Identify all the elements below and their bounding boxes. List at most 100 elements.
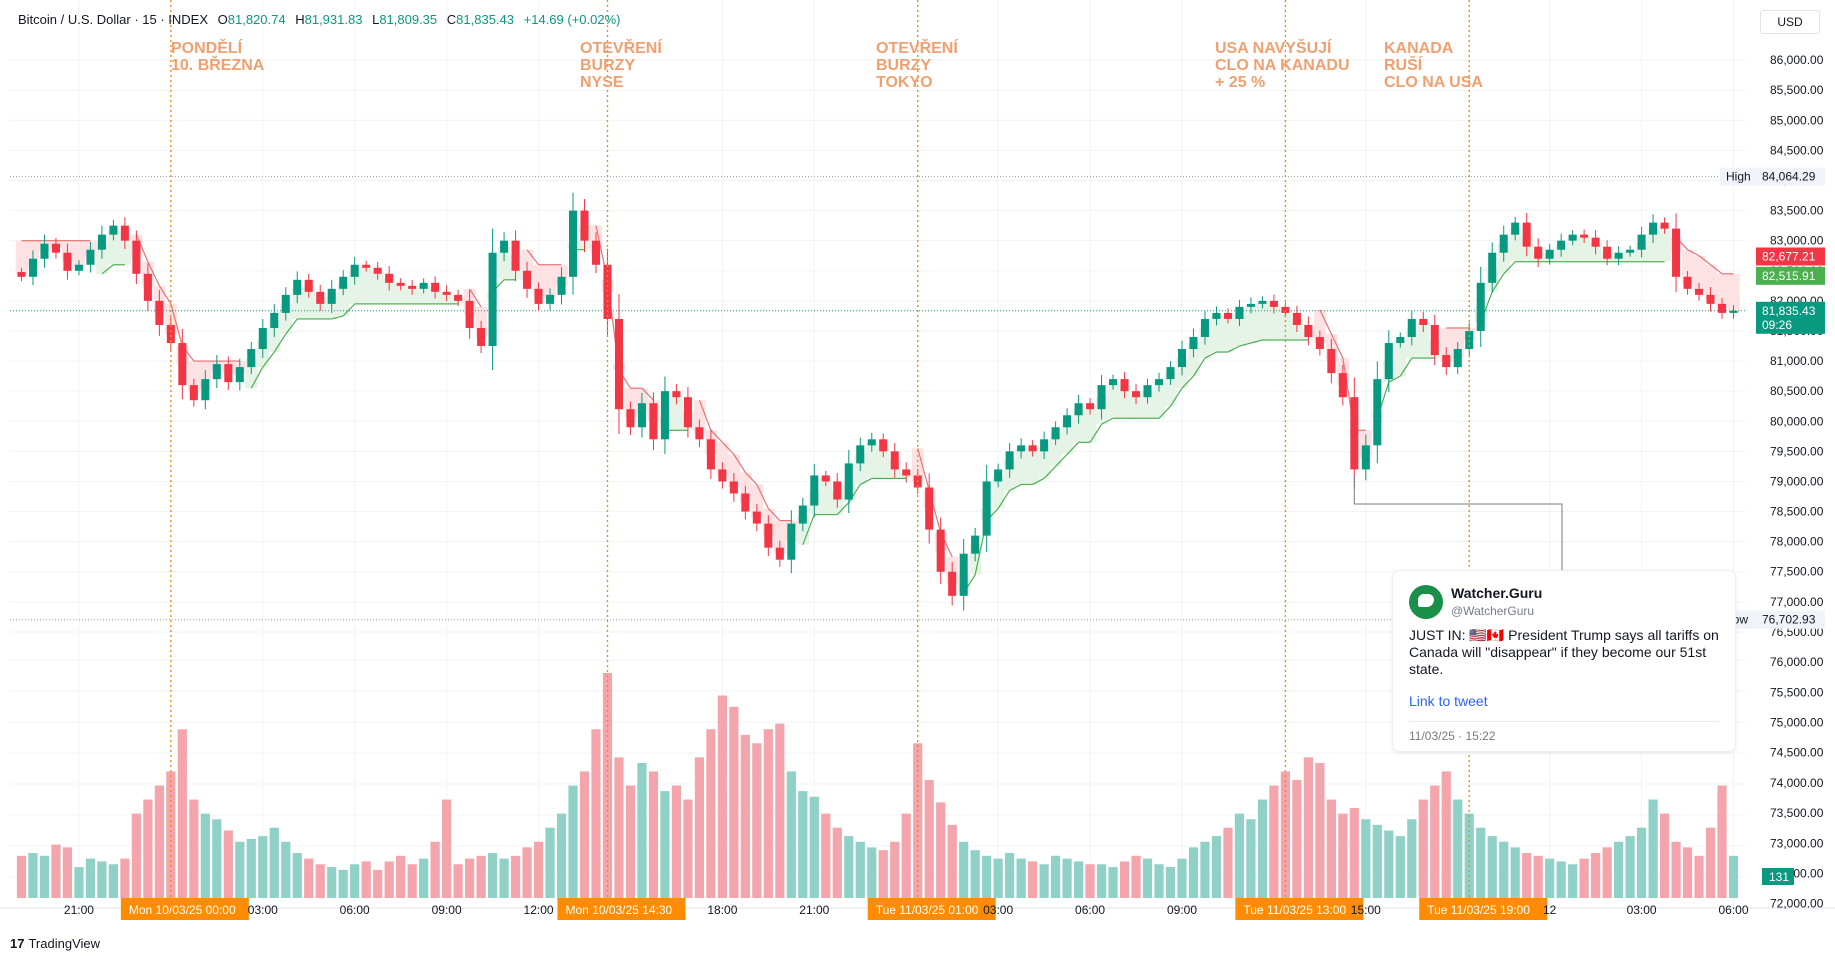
volume-bar xyxy=(568,785,578,898)
candle-body xyxy=(1028,445,1037,452)
candle-body xyxy=(867,439,876,446)
tweet-connector-line xyxy=(1353,475,1563,570)
stop-long-value-bg xyxy=(1756,266,1825,285)
candle-body xyxy=(568,210,578,277)
trail-stop-segment xyxy=(250,366,264,389)
volume-bar xyxy=(1591,853,1601,898)
trail-stop-segment xyxy=(1089,423,1103,443)
candle-body xyxy=(1074,403,1083,416)
trail-fill-segment xyxy=(1578,236,1591,262)
trail-fill-segment xyxy=(693,400,706,434)
trail-fill-segment xyxy=(1647,228,1660,262)
time-tick-label: 06:00 xyxy=(1075,903,1105,917)
volume-bar xyxy=(1487,836,1497,898)
trail-fill-segment xyxy=(1107,382,1120,419)
trail-stop-segment xyxy=(1169,387,1183,407)
price-tick-label: 86,000.00 xyxy=(1770,53,1824,67)
volume-bar xyxy=(1154,864,1164,898)
trail-fill-segment xyxy=(348,270,361,304)
volume-bar xyxy=(327,867,337,898)
volume-bar xyxy=(1361,819,1371,898)
candle-body xyxy=(1338,373,1347,398)
trail-stop-segment xyxy=(135,234,149,262)
trail-fill-segment xyxy=(1164,373,1177,407)
candle-body xyxy=(672,391,681,398)
volume-bar xyxy=(1108,867,1118,898)
volume-bar xyxy=(637,763,647,898)
candle-body xyxy=(1361,445,1370,470)
trail-stop-segment xyxy=(1710,264,1723,275)
candle-body xyxy=(201,379,210,401)
currency-button[interactable]: USD xyxy=(1760,10,1820,34)
candle-body xyxy=(120,225,129,241)
tweet-author-name: Watcher.Guru xyxy=(1451,585,1543,601)
trail-fill-segment xyxy=(1509,228,1522,262)
last-price-countdown: 09:26 xyxy=(1762,318,1792,332)
volume-bar xyxy=(373,869,383,898)
candle-body xyxy=(511,240,520,271)
candle-body xyxy=(1017,445,1026,452)
tradingview-logo[interactable]: 17 TradingView xyxy=(10,936,100,951)
candle-body xyxy=(1557,240,1566,250)
candle-body xyxy=(649,403,658,440)
time-tick-label: 03:00 xyxy=(248,903,278,917)
trail-stop-segment xyxy=(698,399,712,431)
trail-stop-segment xyxy=(101,264,114,275)
trail-stop-segment xyxy=(1158,405,1171,419)
volume-bar xyxy=(487,853,498,898)
volume-bar xyxy=(407,864,417,898)
candle-body xyxy=(488,252,497,347)
candle-body xyxy=(1109,379,1118,386)
candle-body xyxy=(1637,234,1646,250)
candle-body xyxy=(339,276,348,289)
volume-bar xyxy=(1614,841,1624,898)
trail-stop-segment xyxy=(158,285,172,305)
candle-body xyxy=(1269,300,1278,307)
candle-body xyxy=(925,487,934,530)
time-tick-label: 15:00 xyxy=(1351,903,1381,917)
volume-bar xyxy=(1705,827,1716,898)
trail-fill-segment xyxy=(1727,273,1740,312)
candle-body xyxy=(718,469,727,482)
trail-fill-segment xyxy=(866,442,878,479)
candle-body xyxy=(28,258,38,277)
candle-body xyxy=(362,264,371,268)
close-label: C xyxy=(446,12,457,27)
tweet-link[interactable]: Link to tweet xyxy=(1409,693,1488,709)
price-tick-label: 79,500.00 xyxy=(1770,444,1824,458)
volume-bar xyxy=(143,799,153,898)
volume-bar xyxy=(1568,864,1578,898)
volume-bar xyxy=(28,853,38,898)
event-time-tag xyxy=(867,898,996,920)
time-tick-label: 06:00 xyxy=(1718,903,1748,917)
volume-bar xyxy=(591,729,601,898)
volume-bar xyxy=(476,855,486,898)
trail-stop-segment xyxy=(733,454,746,473)
trail-fill-segment xyxy=(188,361,201,393)
volume-bar xyxy=(1510,847,1520,898)
high-value-bg xyxy=(1756,167,1825,186)
trail-fill-segment xyxy=(1566,237,1579,262)
volume-bar xyxy=(556,813,567,898)
trail-fill-segment xyxy=(1049,433,1062,467)
volume-bar xyxy=(246,838,256,898)
candle-body xyxy=(798,505,807,524)
trail-stop-segment xyxy=(1043,465,1057,479)
volume-bar xyxy=(809,796,819,898)
volume-bar xyxy=(1188,847,1199,898)
tradingview-mark-icon: 17 xyxy=(10,936,25,951)
candle-body xyxy=(1545,249,1554,259)
volume-bar xyxy=(1636,827,1647,898)
candle-body xyxy=(1568,234,1577,241)
volume-bar xyxy=(1292,779,1302,898)
volume-bar xyxy=(522,847,532,898)
candle-body xyxy=(994,469,1003,482)
trail-stop-segment xyxy=(1009,483,1022,492)
candle-body xyxy=(1223,312,1232,319)
trail-fill-segment xyxy=(1440,327,1453,362)
candle-body xyxy=(1281,306,1290,313)
trail-fill-segment xyxy=(1015,448,1028,485)
volume-bar xyxy=(1085,864,1095,898)
open-value: 81,820.74 xyxy=(227,12,286,27)
